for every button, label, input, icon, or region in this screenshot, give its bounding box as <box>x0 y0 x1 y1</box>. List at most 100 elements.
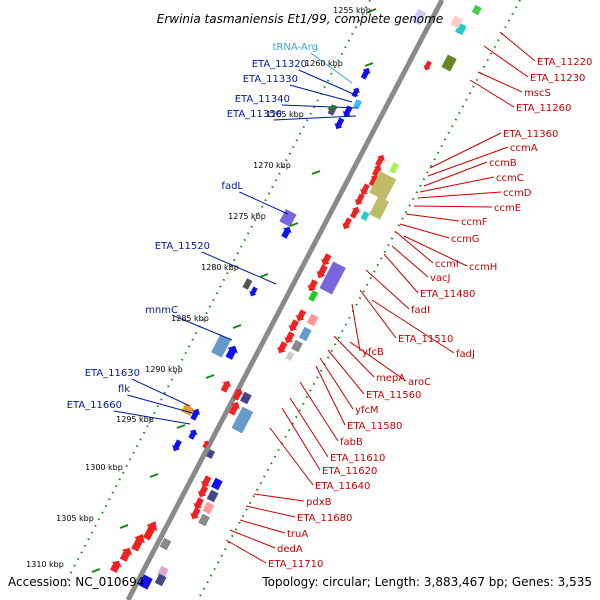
gene-label-right[interactable]: ETA_11220 <box>537 57 592 68</box>
gene-feature <box>455 22 467 36</box>
kbp-tick <box>367 8 377 13</box>
gene-label-right[interactable]: ETA_11610 <box>330 453 385 464</box>
gene-label-left[interactable]: ETA_11630 <box>85 368 140 379</box>
kbp-tick-label: 1260 kbp <box>305 59 343 68</box>
gene-feature <box>197 485 209 498</box>
kbp-tick <box>364 62 374 67</box>
gene-feature <box>242 278 253 290</box>
gene-feature <box>342 217 352 230</box>
gene-label-right[interactable]: ccmH <box>469 262 497 273</box>
gene-label-right[interactable]: ccmG <box>451 234 480 245</box>
gene-label-right[interactable]: ETA_11230 <box>530 73 585 84</box>
gene-label-right[interactable]: fabB <box>340 437 363 448</box>
kbp-tick <box>176 424 186 429</box>
gene-feature <box>334 117 345 130</box>
gene-label-right[interactable]: ccmC <box>496 173 524 184</box>
gene-feature <box>279 209 297 227</box>
accession-text: Accession: NC_010694 <box>8 575 144 589</box>
gene-feature <box>284 331 295 344</box>
gene-feature <box>306 313 319 327</box>
gene-label-right[interactable]: ETA_11480 <box>420 289 475 300</box>
gene-label-left[interactable]: mnmC <box>145 305 178 316</box>
right-label-leader <box>419 176 495 193</box>
gene-feature <box>172 439 182 452</box>
gene-label-right[interactable]: mscS <box>524 88 551 99</box>
gene-feature <box>119 547 133 562</box>
kbp-tick-label: 1285 kbp <box>171 314 209 323</box>
gene-label-right[interactable]: mepA <box>376 373 405 384</box>
gene-label-right[interactable]: ETA_11260 <box>516 103 571 114</box>
gene-label-right[interactable]: ccmI <box>435 259 459 270</box>
right-label-leader <box>391 245 429 278</box>
left-label-leader <box>174 315 233 341</box>
right-label-leader <box>333 335 375 378</box>
gene-feature <box>193 497 204 510</box>
kbp-tick-label: 1300 kbp <box>85 463 123 472</box>
gene-label-right[interactable]: yfcB <box>362 347 384 358</box>
gene-feature <box>299 326 312 342</box>
gene-label-left[interactable]: tRNA-Arg <box>273 42 318 53</box>
gene-label-right[interactable]: ETA_11640 <box>315 481 370 492</box>
gene-feature <box>321 253 332 266</box>
gene-label-right[interactable]: pdxB <box>306 497 332 508</box>
gene-label-left[interactable]: ETA_11660 <box>67 400 122 411</box>
gene-label-right[interactable]: ETA_11580 <box>347 421 402 432</box>
gene-feature <box>159 537 172 551</box>
gene-feature <box>411 8 427 26</box>
gene-label-right[interactable]: ETA_11620 <box>322 466 377 477</box>
gene-label-left[interactable]: ETA_11320 <box>252 59 307 70</box>
right-label-leader <box>365 269 410 310</box>
gene-feature <box>316 264 328 279</box>
right-label-leader <box>417 191 502 199</box>
right-dotted-track <box>197 0 521 600</box>
gene-label-right[interactable]: yfcM <box>355 405 379 416</box>
gene-label-left[interactable]: ETA_11350 <box>227 109 282 120</box>
right-label-leader <box>483 45 529 78</box>
gene-label-right[interactable]: ETA_11710 <box>268 559 323 570</box>
gene-feature <box>154 573 167 587</box>
gene-label-right[interactable]: ETA_11680 <box>297 513 352 524</box>
gene-label-right[interactable]: ccmD <box>503 188 532 199</box>
left-label-leader <box>113 410 191 425</box>
gene-label-left[interactable]: fadL <box>221 181 243 192</box>
gene-feature <box>110 560 122 573</box>
gene-label-right[interactable]: ccmF <box>461 217 488 228</box>
left-label-leader <box>310 52 353 84</box>
gene-feature <box>423 60 432 71</box>
position-dots-layer <box>62 0 521 600</box>
gene-feature <box>131 534 145 552</box>
gene-label-right[interactable]: fadI <box>411 305 430 316</box>
gene-label-right[interactable]: ccmB <box>489 158 517 169</box>
gene-feature <box>368 174 379 187</box>
right-label-leader <box>383 253 419 294</box>
right-label-leader <box>299 381 339 442</box>
right-label-leader <box>289 397 329 458</box>
right-label-leader <box>427 146 509 177</box>
gene-label-right[interactable]: truA <box>287 529 308 540</box>
gene-label-left[interactable]: ETA_11520 <box>155 241 210 252</box>
gene-feature <box>206 449 216 459</box>
gene-label-right[interactable]: aroC <box>408 377 431 388</box>
gene-label-left[interactable]: ETA_11330 <box>243 74 298 85</box>
gene-label-right[interactable]: ETA_11360 <box>503 129 558 140</box>
gene-feature <box>354 193 365 206</box>
gene-label-right[interactable]: dedA <box>277 544 303 555</box>
kbp-tick <box>119 524 129 529</box>
kbp-tick <box>289 222 299 227</box>
gene-label-right[interactable]: ccmA <box>510 143 538 154</box>
gene-label-right[interactable]: ccmE <box>494 203 521 214</box>
gene-label-right[interactable]: ETA_11510 <box>398 334 453 345</box>
gene-label-right[interactable]: ETA_11560 <box>366 390 421 401</box>
right-label-leader <box>477 71 523 93</box>
right-label-leader <box>423 161 488 187</box>
gene-label-left[interactable]: ETA_11340 <box>235 94 290 105</box>
kbp-tick <box>327 105 337 110</box>
gene-feature <box>190 507 201 520</box>
gene-labels: tRNA-Arg ETA_11320 ETA_11330 ETA_11340 ETA_1… <box>67 42 593 570</box>
gene-label-right[interactable]: vacJ <box>430 273 451 284</box>
gene-feature <box>342 105 353 118</box>
gene-feature <box>281 226 292 239</box>
gene-label-left[interactable]: flk <box>118 384 130 395</box>
gene-label-right[interactable]: fadJ <box>456 349 475 360</box>
